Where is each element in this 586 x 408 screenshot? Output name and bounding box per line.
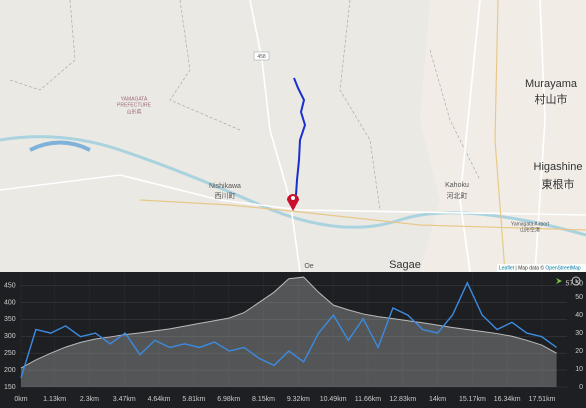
elevation-line	[20, 276, 557, 369]
x-tick-label: 6.98km	[217, 396, 240, 403]
attribution-text: | Map data ©	[515, 265, 544, 272]
y-tick-label: 450	[4, 282, 16, 289]
y2-tick-label: 0	[579, 384, 583, 391]
map-label: 河北町	[447, 192, 468, 200]
y2-tick-label: 57.50	[565, 281, 583, 288]
map-label: Kahoku	[445, 182, 469, 189]
attribution: Leaflet | Map data © OpenStreetMap	[499, 265, 581, 272]
map-label: Higashine	[534, 161, 583, 173]
x-tick-label: 1.13km	[43, 396, 66, 403]
speed-line	[20, 281, 557, 379]
x-tick-label: 4.64km	[148, 396, 171, 403]
osm-link[interactable]: OpenStreetMap	[545, 266, 581, 272]
x-tick-label: 8.15km	[252, 396, 275, 403]
x-tick-label: 0km	[14, 396, 27, 403]
y-tick-label: 300	[4, 333, 16, 340]
x-tick-label: 9.32km	[287, 396, 310, 403]
urban-area	[420, 0, 586, 272]
marker[interactable]	[287, 194, 299, 211]
road-shield	[253, 51, 270, 61]
clock-button[interactable]	[571, 276, 581, 286]
marker-dot	[291, 196, 295, 200]
map-label: Yamagata Airport	[511, 221, 550, 227]
chart-plot: 150 200 250 300 350 400 450 0 10 20 30 40 50 57.50 0km…	[4, 272, 583, 403]
x-tick-label: 14km	[429, 396, 446, 403]
x-tick-label: 2.3km	[80, 396, 99, 403]
y-tick-label: 200	[4, 367, 16, 374]
map-label: 西川町	[215, 192, 236, 200]
road-number: 458	[257, 54, 266, 60]
y-tick-label: 250	[4, 350, 16, 357]
x-tick-label: 5.81km	[182, 396, 205, 403]
y2-tick-label: 40	[575, 312, 583, 319]
map-label: Sagae	[389, 259, 421, 271]
roads	[0, 0, 586, 272]
y2-tick-label: 10	[575, 366, 583, 373]
map-label: 村山市	[535, 92, 568, 106]
leaflet-link[interactable]: Leaflet	[499, 266, 515, 272]
x-tick-label: 12.83km	[389, 396, 416, 403]
y-tick-label: 350	[4, 316, 16, 323]
attribution-bg	[497, 264, 586, 272]
direction-button[interactable]	[556, 278, 562, 284]
map-label: 山形空港	[520, 226, 540, 233]
y2-tick-label: 20	[575, 348, 583, 355]
map-label: Oe	[304, 263, 313, 270]
clock-hands	[575, 279, 579, 283]
x-tick-label: 10.49km	[320, 396, 347, 403]
marker-pin[interactable]	[287, 194, 299, 211]
x-tick-label: 3.47km	[113, 396, 136, 403]
chart-bg	[0, 272, 586, 408]
map-label: 東根市	[542, 177, 575, 191]
map-label: Nishikawa	[209, 183, 241, 190]
borders	[9, 0, 481, 211]
main-roads	[139, 0, 586, 272]
y2-tick-label: 50	[575, 294, 583, 301]
x-tick-label: 17.51km	[529, 396, 556, 403]
map: 458 YAMAGATA PREFECTURE 山形県 Nishikawa 西川…	[0, 0, 586, 272]
x-tick-label: 11.66km	[355, 396, 381, 403]
x-tick-label: 15.17km	[459, 396, 486, 403]
map-label: PREFECTURE	[117, 102, 152, 108]
lake	[29, 140, 91, 152]
map-label: YAMAGATA	[121, 96, 148, 102]
x-tick-label: 16.34km	[494, 396, 521, 403]
map-label: 山形県	[126, 108, 141, 115]
map-label: Murayama	[525, 78, 578, 90]
y-tick-label: 400	[4, 299, 16, 306]
elevation-area	[21, 277, 557, 387]
y-tick-label: 150	[4, 384, 16, 391]
y2-tick-label: 30	[575, 330, 583, 337]
route	[293, 77, 307, 196]
chart: 150 200 250 300 350 400 450 0 10 20 30 40 50 57.50 0km…	[0, 272, 586, 408]
